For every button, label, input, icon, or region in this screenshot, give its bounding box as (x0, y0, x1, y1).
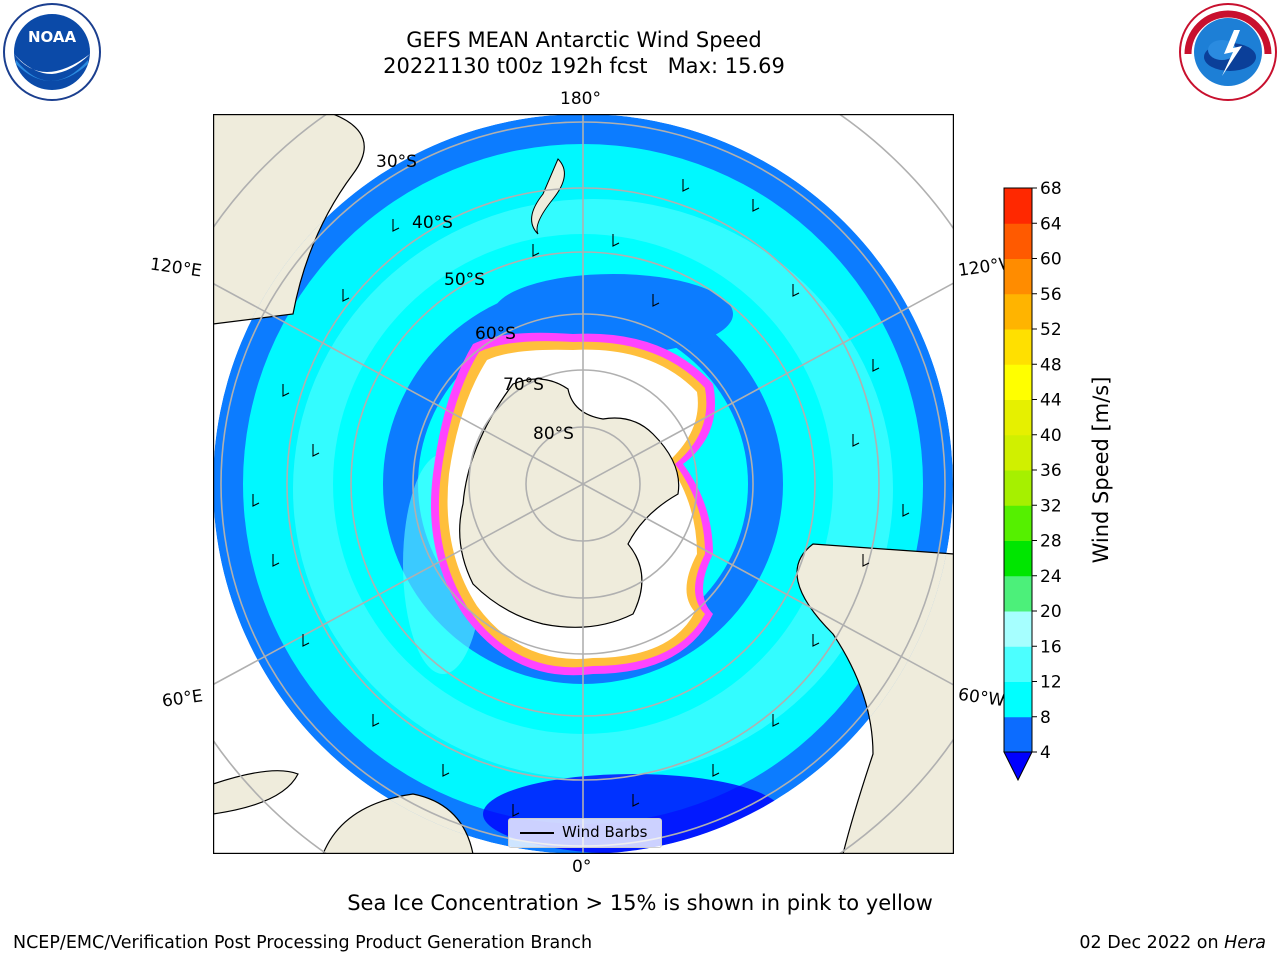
colorbar-segment (1004, 364, 1032, 400)
colorbar-segment (1004, 188, 1032, 224)
footer-host: Hera (1224, 933, 1266, 953)
polar-map (212, 113, 955, 855)
colorbar-tick-label: 8 (1040, 708, 1051, 728)
chart-subtitle: 20221130 t00z 192h fcst Max: 15.69 (383, 54, 785, 78)
colorbar-tick-label: 28 (1040, 532, 1062, 552)
lat-label-40s: 40°S (412, 213, 453, 233)
colorbar-segment (1004, 716, 1032, 753)
lat-label-30s: 30°S (376, 152, 417, 172)
lat-label-80s: 80°S (533, 424, 574, 444)
colorbar-tick-label: 64 (1040, 214, 1062, 234)
lat-label-70s: 70°S (503, 375, 544, 395)
colorbar-tick-label: 20 (1040, 602, 1062, 622)
colorbar-tick-label: 44 (1040, 391, 1062, 411)
colorbar-segment (1004, 470, 1032, 506)
colorbar-segment (1004, 575, 1032, 612)
colorbar-tick-label: 4 (1040, 743, 1051, 763)
colorbar-tick-label: 36 (1040, 461, 1062, 481)
wind-barbs (252, 179, 910, 817)
lat-label-60s: 60°S (475, 324, 516, 344)
colorbar-tick-label: 56 (1040, 285, 1062, 305)
footer-date-text: 02 Dec 2022 on (1079, 933, 1225, 953)
legend-label: Wind Barbs (562, 823, 648, 841)
caption: Sea Ice Concentration > 15% is shown in … (347, 891, 933, 915)
lon-label-120e: 120°E (148, 254, 203, 282)
colorbar: 4 8 12 16 20 24 28 32 36 40 44 48 52 56 60 64 68 Wind Spe… (990, 170, 1130, 800)
colorbar-tick-label: 12 (1040, 673, 1062, 693)
colorbar-tick-label: 32 (1040, 496, 1062, 516)
land-antarctica (459, 378, 680, 628)
footer-date: 02 Dec 2022 on Hera (1079, 933, 1266, 953)
colorbar-segment (1004, 258, 1032, 295)
colorbar-tick-label: 52 (1040, 320, 1062, 340)
lon-label-180: 180° (560, 89, 601, 109)
colorbar-segment (1004, 293, 1032, 330)
lon-label-60e: 60°E (160, 686, 205, 712)
colorbar-tick-label: 16 (1040, 637, 1062, 657)
wind-barb-icon (520, 832, 554, 834)
colorbar-tick-label: 68 (1040, 179, 1062, 199)
colorbar-segment (1004, 434, 1032, 471)
colorbar-tick-label: 40 (1040, 426, 1062, 446)
nws-logo (1178, 2, 1278, 102)
lon-label-0: 0° (572, 857, 592, 877)
land-new-zealand (531, 158, 565, 235)
footer-credit: NCEP/EMC/Verification Post Processing Pr… (13, 933, 593, 953)
chart-title: GEFS MEAN Antarctic Wind Speed (406, 28, 762, 52)
colorbar-segment (1004, 611, 1032, 647)
colorbar-segment (1004, 646, 1032, 682)
colorbar-tick-label: 24 (1040, 567, 1062, 587)
map-legend: Wind Barbs (508, 818, 662, 848)
colorbar-tick-label: 60 (1040, 250, 1062, 270)
lat-label-50s: 50°S (444, 270, 485, 290)
colorbar-segment (1004, 681, 1032, 718)
colorbar-under-triangle (1003, 751, 1033, 782)
colorbar-segment (1004, 223, 1032, 259)
noaa-logo-text: NOAA (28, 28, 77, 46)
colorbar-segment (1004, 540, 1032, 577)
colorbar-tick-label: 48 (1040, 355, 1062, 375)
colorbar-segment (1004, 399, 1032, 436)
colorbar-label: Wind Speed [m/s] (1089, 377, 1113, 564)
noaa-logo: NOAA (2, 2, 102, 102)
colorbar-segment (1004, 329, 1032, 365)
colorbar-segment (1004, 505, 1032, 541)
